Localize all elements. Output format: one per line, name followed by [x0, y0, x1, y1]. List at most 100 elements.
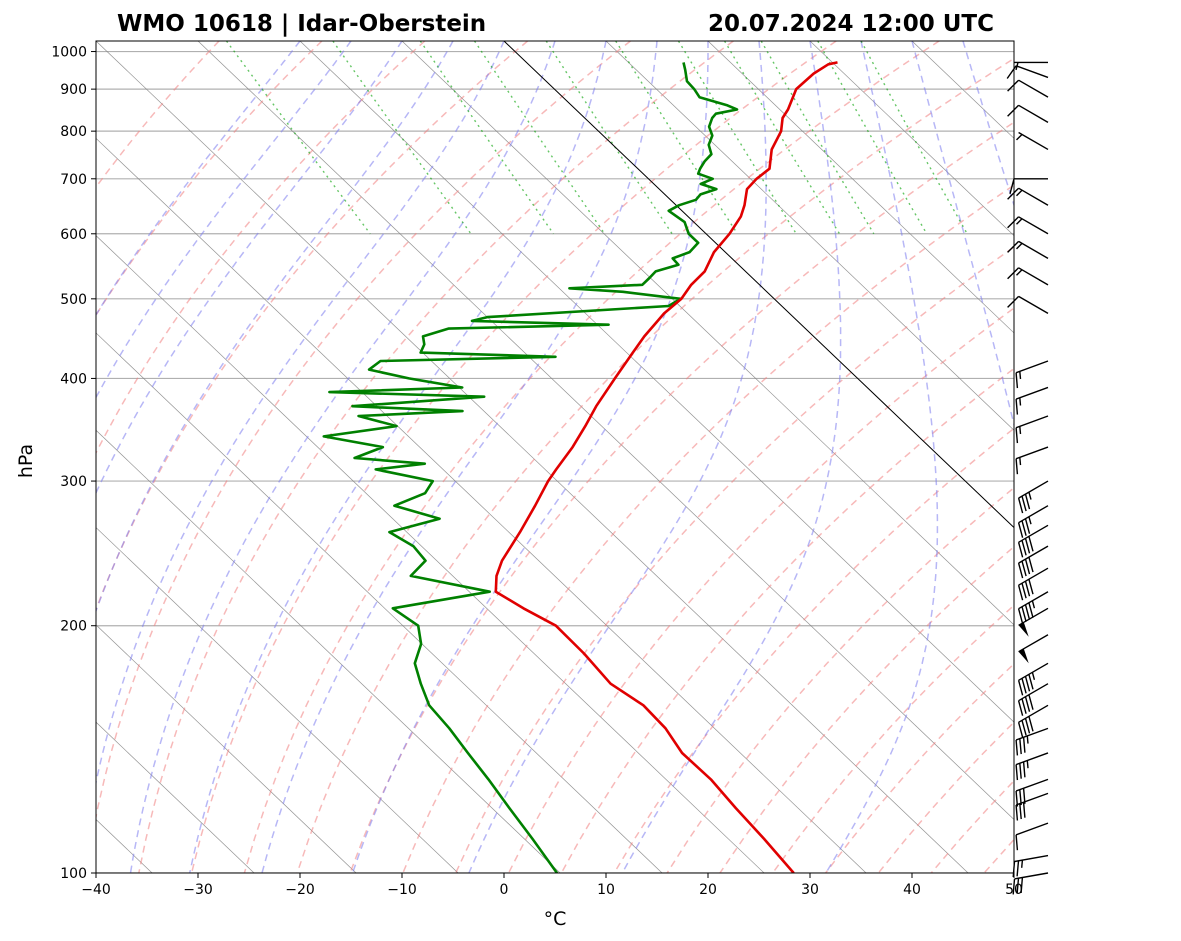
wind-barb-flag — [1015, 739, 1019, 756]
wind-barb-flag — [1017, 722, 1024, 738]
wind-barb-flag — [1028, 694, 1034, 710]
x-tick-label: −30 — [183, 882, 213, 898]
wind-barb-flag — [1015, 804, 1019, 821]
wind-barb-flag — [1021, 583, 1027, 599]
wind-barb-flag — [1016, 878, 1020, 894]
wind-barb — [1015, 386, 1049, 415]
isotherm-line — [299, 41, 1014, 723]
moist-adiabat — [96, 41, 352, 399]
wind-barb-staff — [1018, 187, 1049, 206]
wind-barb-half-flag — [1016, 189, 1023, 197]
dry-adiabat — [296, 57, 1014, 873]
wind-barb-staff — [1018, 524, 1049, 543]
wind-barb-flag — [1024, 581, 1031, 597]
x-tick-label: 30 — [801, 882, 819, 898]
isotherm-line — [96, 41, 969, 873]
wind-barb-staff — [1018, 704, 1049, 723]
y-tick-label: 900 — [60, 82, 87, 98]
moist-adiabat — [188, 41, 607, 873]
y-tick-label: 800 — [60, 124, 87, 140]
wind-barb-staff — [1018, 216, 1049, 235]
wind-barb-staff — [1015, 446, 1049, 460]
wind-barb-half-flag — [1031, 672, 1036, 680]
wind-barb-flag — [1028, 674, 1034, 690]
x-tick-label: 0 — [500, 882, 509, 898]
wind-barb — [1017, 683, 1049, 716]
wind-barb — [1017, 662, 1049, 696]
dry-adiabat — [96, 41, 426, 455]
wind-barb-flag — [1019, 763, 1022, 779]
wind-barb-half-flag — [1019, 426, 1022, 435]
wind-barb-staff — [1018, 131, 1049, 151]
isotherm-line — [96, 137, 867, 873]
wind-barb-flag — [1015, 458, 1019, 475]
wind-barb-half-flag — [1016, 269, 1023, 276]
chart-title-datetime: 20.07.2024 12:00 UTC — [708, 11, 994, 37]
y-tick-label: 600 — [60, 227, 87, 243]
moist-adiabat — [96, 41, 301, 317]
moist-adiabat — [468, 41, 767, 873]
wind-barb-half-flag — [1016, 134, 1023, 141]
chart-title-station: WMO 10618 | Idar-Oberstein — [117, 11, 486, 37]
y-tick-label: 700 — [60, 172, 87, 188]
dry-adiabat — [1037, 41, 1181, 873]
wind-barb-half-flag — [1028, 491, 1032, 500]
wind-barb-staff — [1018, 480, 1049, 499]
wind-barb — [1015, 778, 1049, 807]
wind-barb — [1007, 267, 1049, 286]
wind-barb-pennant — [1018, 648, 1029, 664]
dry-adiabat — [96, 41, 631, 821]
wind-barb-staff — [1018, 104, 1049, 123]
wind-barb-flag — [1012, 861, 1016, 878]
wind-barb-column — [1006, 61, 1049, 895]
wind-barb-flag — [1024, 493, 1031, 510]
moist-adiabat — [261, 41, 658, 873]
temperature-profile — [494, 61, 838, 873]
wind-barb — [1015, 415, 1049, 444]
wind-barb-flag — [1017, 680, 1024, 696]
wind-barb-half-flag — [1019, 397, 1022, 406]
wind-barb-staff — [1015, 727, 1049, 741]
wind-barb — [1007, 295, 1049, 314]
wind-barb — [1017, 505, 1049, 538]
wind-barb-flag — [1024, 604, 1031, 620]
wind-barb — [1018, 607, 1049, 637]
wind-barb-flag — [1024, 696, 1031, 712]
y-tick-label: 100 — [60, 866, 87, 882]
wind-barb-staff — [1015, 386, 1049, 400]
wind-barb-staff — [1015, 415, 1049, 429]
isotherm-line — [96, 721, 255, 873]
wind-barb-flag — [1024, 718, 1031, 734]
wind-barb — [1015, 792, 1049, 821]
wind-barb-half-flag — [1016, 242, 1023, 250]
mixing-ratio-line — [473, 41, 606, 235]
wind-barb — [1012, 872, 1049, 895]
wind-barb-flag — [1012, 878, 1016, 895]
wind-barb-flag — [1022, 761, 1026, 778]
isotherm-line — [96, 527, 459, 873]
wind-barb — [1015, 360, 1049, 389]
wind-barb-flag — [1007, 295, 1020, 308]
wind-barb-flag — [1028, 602, 1034, 618]
wind-barb-flag — [1017, 522, 1024, 538]
wind-barb-flag — [1024, 518, 1031, 534]
dry-adiabat — [666, 486, 1014, 873]
wind-barb-flag — [1020, 877, 1024, 894]
wind-barb — [1015, 446, 1049, 475]
wind-barb-half-flag — [1031, 600, 1036, 609]
isotherm-line — [707, 41, 1014, 334]
wind-barb — [1009, 178, 1049, 194]
wind-barb-flag — [1015, 764, 1019, 781]
wind-barb-flag — [1024, 558, 1031, 575]
wind-barb — [1017, 704, 1049, 738]
wind-barb — [1007, 216, 1049, 235]
wind-barb-staff — [1014, 854, 1049, 863]
isotherm-line — [96, 624, 357, 873]
wind-barb — [1017, 567, 1049, 601]
wind-barb-flag — [1015, 372, 1019, 389]
mixing-ratio-line — [817, 41, 928, 235]
wind-barb-staff — [1015, 752, 1049, 766]
dry-adiabat — [507, 307, 1014, 873]
moist-adiabat — [129, 41, 556, 873]
wind-barb-staff — [1018, 240, 1049, 260]
